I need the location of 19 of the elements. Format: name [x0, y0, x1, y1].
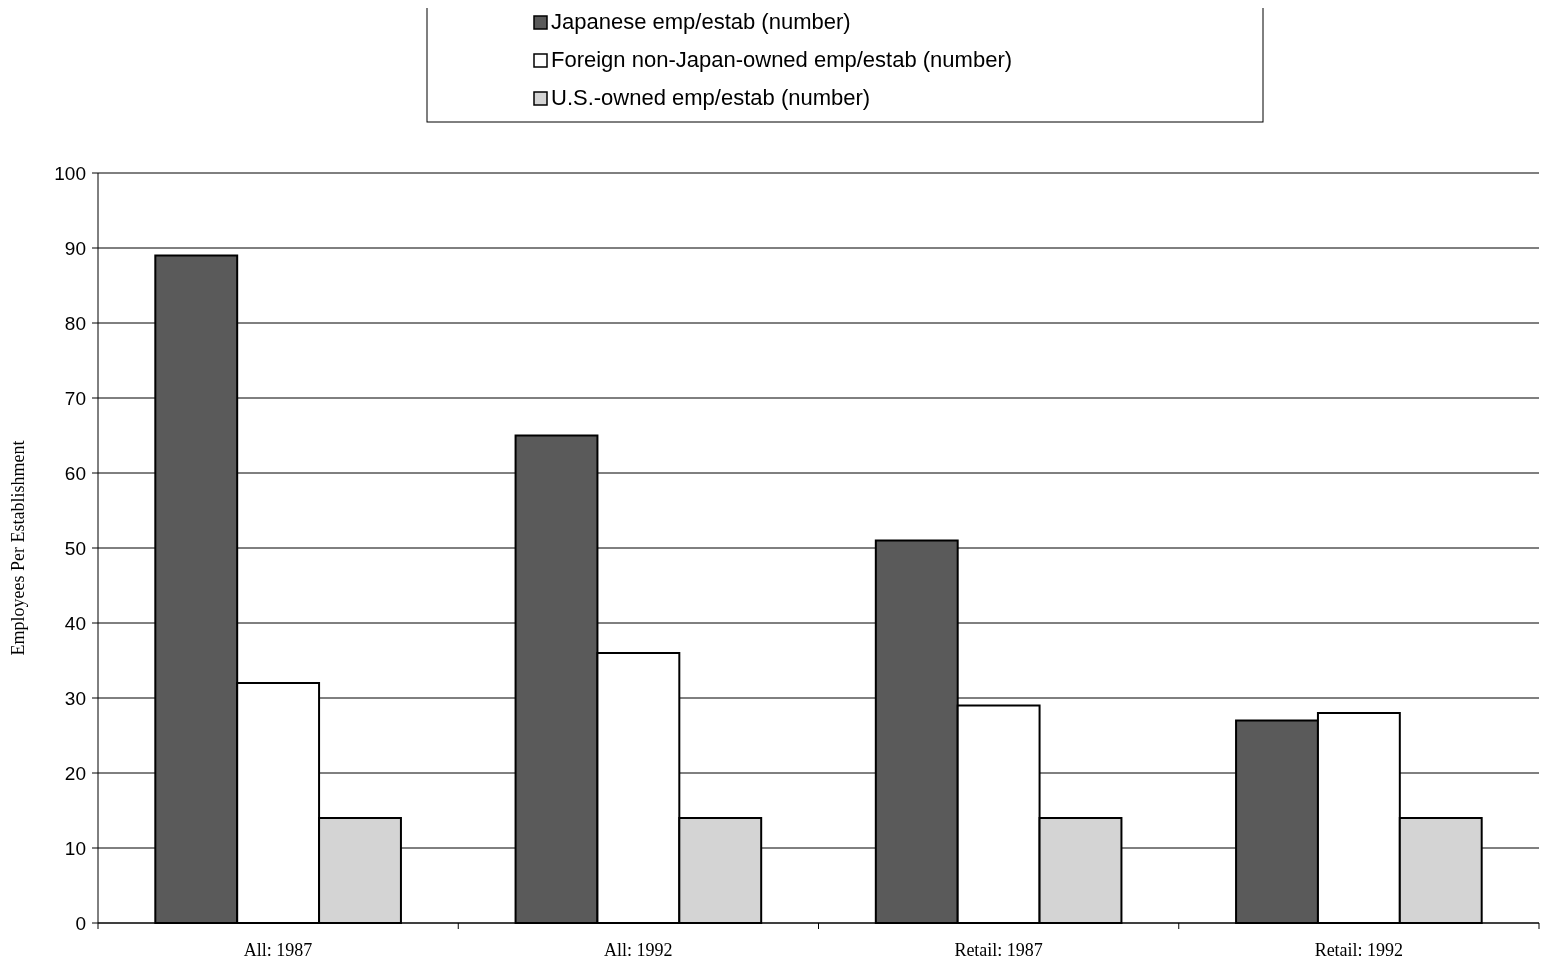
legend-label: U.S.-owned emp/estab (number) [551, 85, 871, 110]
y-tick-label: 0 [75, 912, 86, 934]
y-tick-label: 70 [64, 387, 86, 409]
legend-label: Japanese emp/estab (number) [551, 9, 851, 34]
y-axis-title: Employees Per Establishment [8, 440, 28, 656]
y-tick-label: 80 [64, 312, 86, 334]
x-tick-label: Retail: 1987 [954, 940, 1043, 960]
x-tick-label: Retail: 1992 [1314, 940, 1404, 960]
x-tick-label: All: 1992 [604, 940, 673, 960]
x-tick-label: All: 1987 [243, 940, 313, 960]
y-tick-label: 50 [64, 537, 86, 559]
y-tick-label: 90 [64, 237, 86, 259]
y-tick-label: 60 [64, 462, 86, 484]
y-tick-label: 20 [64, 762, 86, 784]
y-tick-label: 10 [64, 837, 86, 859]
y-tick-label: 40 [64, 612, 86, 634]
legend-label: Foreign non-Japan-owned emp/estab (number) [551, 47, 1013, 72]
y-tick-label: 30 [64, 687, 86, 709]
y-tick-label: 100 [54, 162, 86, 184]
